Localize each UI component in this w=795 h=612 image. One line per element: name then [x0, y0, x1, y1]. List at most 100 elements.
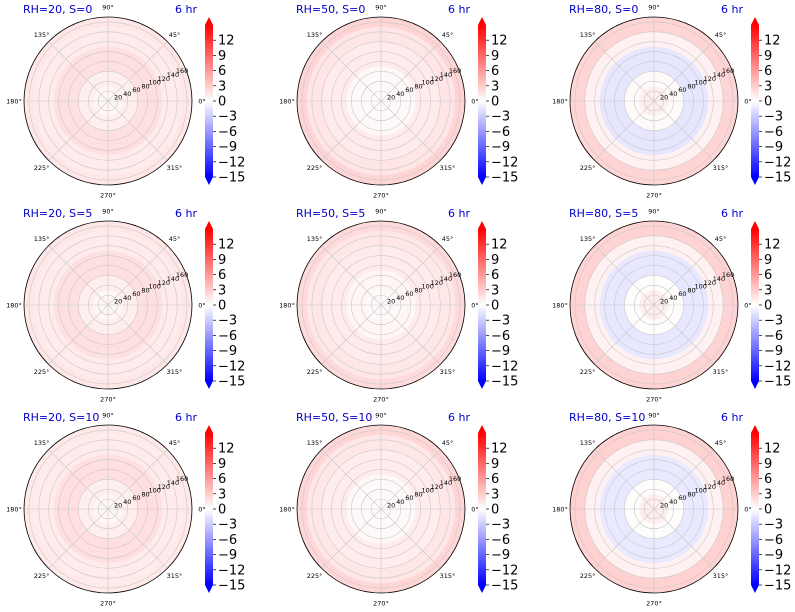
theta-tick-label: 225° [307, 164, 323, 172]
colorbar-tick-label: 9 [491, 253, 499, 268]
colorbar-extend-min [751, 381, 759, 389]
colorbar-tick-label: 9 [764, 457, 772, 472]
angular-gridline [653, 508, 714, 569]
r-tick-label: 80 [414, 82, 422, 90]
angular-gridline [107, 449, 168, 510]
colorbar-extend-min [205, 585, 213, 593]
theta-tick-label: 270° [100, 396, 116, 404]
angular-gridline [48, 41, 109, 102]
theta-tick-label: 0° [471, 302, 478, 310]
colorbar-tick-label: −9 [218, 140, 237, 155]
polar-frame [296, 16, 466, 186]
r-tick-label: 40 [123, 498, 131, 506]
colorbar-tick-label: −6 [491, 125, 510, 140]
theta-tick-label: 0° [471, 506, 478, 514]
colorbar-tick-label: 3 [218, 79, 226, 94]
angular-gridline [594, 449, 655, 510]
theta-tick-label: 225° [580, 572, 596, 580]
colorbar-tick-label: −15 [491, 579, 518, 594]
colorbar-tick-label: −15 [491, 375, 518, 390]
angular-gridline [321, 41, 382, 102]
theta-tick-label: 0° [471, 98, 478, 106]
colorbar-tick-label: 12 [764, 238, 781, 253]
angular-gridline [653, 449, 714, 510]
colorbar-gradient [751, 229, 759, 381]
angular-gridline [321, 304, 382, 365]
theta-tick-label: 270° [646, 600, 662, 608]
polar-panel: 0°45°90°135°180°225°270°315°20 40 60 801001… [279, 207, 518, 404]
colorbar-tick-label: 3 [491, 487, 499, 502]
r-tick-label: 60 [132, 290, 140, 298]
theta-tick-label: 225° [307, 368, 323, 376]
theta-tick-label: 90° [648, 4, 660, 12]
colorbar-tick-label: −12 [764, 359, 791, 374]
colorbar-extend-max [205, 221, 213, 229]
r-tick-label: 140 [440, 71, 452, 79]
colorbar-extend-min [205, 177, 213, 185]
theta-tick-label: 90° [102, 412, 114, 420]
theta-tick-label: 270° [373, 396, 389, 404]
time-label: 6 hr [175, 207, 197, 220]
theta-tick-label: 45° [442, 439, 454, 447]
r-tick-label: 100 [694, 487, 706, 495]
r-tick-label: 40 [669, 90, 677, 98]
theta-tick-label: 270° [373, 600, 389, 608]
colorbar-tick-label: −15 [764, 375, 791, 390]
r-tick-label: 160 [176, 67, 188, 75]
colorbar-tick-label: −15 [764, 171, 791, 186]
r-tick-label: 120 [158, 483, 170, 491]
r-tick-label: 40 [669, 498, 677, 506]
angular-gridline [48, 449, 109, 510]
theta-tick-label: 135° [580, 439, 596, 447]
r-tick-label: 160 [449, 271, 461, 279]
theta-tick-label: 315° [713, 368, 729, 376]
theta-tick-label: 45° [715, 31, 727, 39]
r-tick-label: 160 [449, 475, 461, 483]
colorbar-extend-min [205, 381, 213, 389]
colorbar-tick-label: 9 [764, 253, 772, 268]
colorbar-tick-label: −12 [491, 563, 518, 578]
time-label: 6 hr [448, 411, 470, 424]
panel-title: RH=80, S=10 [569, 411, 645, 424]
panel-title: RH=50, S=10 [296, 411, 372, 424]
r-tick-label: 20 [387, 298, 395, 306]
theta-tick-label: 180° [552, 506, 568, 514]
colorbar-tick-label: 3 [764, 487, 772, 502]
r-tick-label: 100 [148, 79, 160, 87]
colorbar-tick-label: 9 [218, 253, 226, 268]
colorbar-gradient [205, 229, 213, 381]
theta-tick-label: 135° [307, 31, 323, 39]
polar-frame [569, 16, 739, 186]
theta-tick-label: 315° [167, 572, 183, 580]
polar-panel: 0°45°90°135°180°225°270°315°20 40 60 801001… [552, 3, 791, 200]
colorbar-tick-label: −3 [218, 518, 237, 533]
theta-tick-label: 0° [198, 302, 205, 310]
colorbar-tick-label: 0 [764, 95, 772, 110]
colorbar-tick-label: 3 [764, 79, 772, 94]
colorbar-tick-label: 3 [218, 283, 226, 298]
colorbar-extend-min [478, 381, 486, 389]
r-tick-label: 40 [396, 498, 404, 506]
panel-title: RH=20, S=10 [23, 411, 99, 424]
colorbar-tick-label: 3 [764, 283, 772, 298]
colorbar-gradient [751, 433, 759, 585]
theta-tick-label: 315° [440, 572, 456, 580]
colorbar-tick-label: 9 [218, 49, 226, 64]
colorbar-extend-min [478, 177, 486, 185]
colorbar-extend-max [478, 425, 486, 433]
r-tick-label: 20 [660, 94, 668, 102]
theta-tick-label: 180° [279, 506, 295, 514]
colorbar-tick-label: −9 [764, 344, 783, 359]
colorbar-tick-label: −15 [218, 171, 245, 186]
colorbar-tick-label: 9 [764, 49, 772, 64]
colorbar-gradient [478, 229, 486, 381]
panel-title: RH=50, S=0 [296, 3, 365, 16]
theta-tick-label: 135° [34, 235, 50, 243]
colorbar-extend-max [478, 17, 486, 25]
theta-tick-label: 225° [34, 572, 50, 580]
colorbar-tick-label: −6 [218, 125, 237, 140]
